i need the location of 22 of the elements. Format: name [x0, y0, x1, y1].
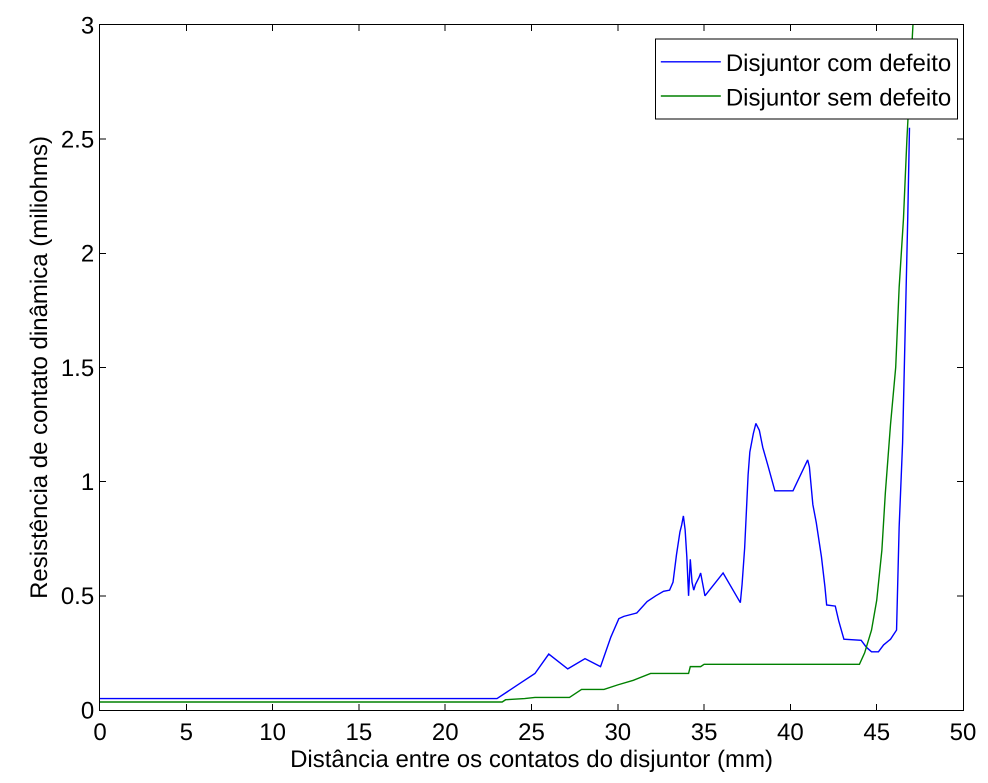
y-axis-title: Resistência de contato dinâmica (miliohms) [26, 136, 53, 599]
x-tick-label: 25 [518, 718, 545, 746]
x-tick-label: 50 [950, 718, 976, 746]
y-tick-label: 1 [80, 469, 94, 496]
y-tick-label: 1.5 [60, 354, 94, 382]
x-tick-label: 35 [690, 718, 718, 746]
x-tick-label: 45 [863, 718, 890, 746]
y-tick-label: 2 [80, 240, 94, 268]
line-series [100, 127, 910, 700]
x-tick-label: 15 [346, 718, 372, 746]
x-axis-title: Distância entre os contatos do disjuntor (mm) [290, 746, 773, 773]
y-tick-label: 0.5 [60, 583, 94, 610]
x-tick-label: 30 [604, 718, 632, 746]
legend-label: Disjuntor com defeito [726, 50, 952, 78]
legend-label: Disjuntor sem defeito [726, 84, 952, 112]
y-tick-label: 3 [80, 12, 94, 40]
x-tick-label: 10 [259, 718, 286, 746]
y-tick-label: 2.5 [60, 126, 94, 154]
x-tick-label: 20 [432, 718, 459, 746]
x-tick-label: 40 [777, 718, 804, 746]
x-tick-label: 5 [180, 718, 193, 746]
y-tick-label: 0 [80, 697, 94, 724]
